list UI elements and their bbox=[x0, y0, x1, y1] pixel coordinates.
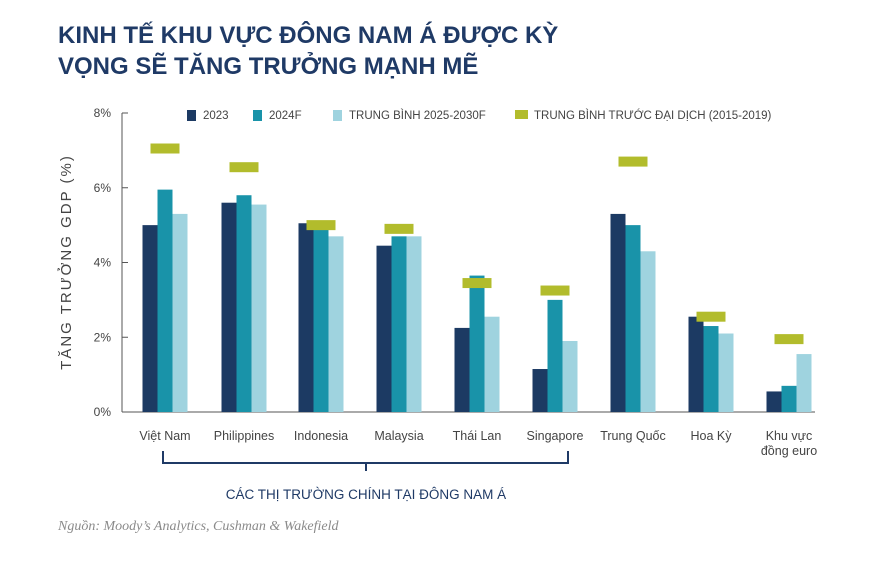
marker-prepandemic-2 bbox=[229, 162, 259, 173]
bar-1-3 bbox=[298, 223, 314, 412]
bar-2-4 bbox=[391, 236, 407, 412]
title-line-1: KINH TẾ KHU VỰC ĐÔNG NAM Á ĐƯỢC KỲ bbox=[58, 22, 559, 49]
x-tick-label: Trung Quốc bbox=[600, 429, 666, 443]
x-tick-label: Philippines bbox=[214, 429, 274, 443]
x-tick-label: Hoa Kỳ bbox=[691, 429, 733, 443]
marker-prepandemic-9 bbox=[774, 334, 804, 345]
x-tick-label: Indonesia bbox=[294, 429, 348, 443]
bar-1-2 bbox=[221, 202, 237, 412]
marker-prepandemic-1 bbox=[150, 143, 180, 154]
bar-3-3 bbox=[328, 236, 344, 412]
bar-3-8 bbox=[718, 333, 734, 412]
y-tick-label: 2% bbox=[94, 330, 112, 344]
x-tick-label: Singapore bbox=[527, 429, 584, 443]
bar-3-9 bbox=[796, 354, 812, 412]
bar-3-6 bbox=[562, 340, 578, 412]
y-axis-label: TĂNG TRƯỞNG GDP (%) bbox=[57, 154, 75, 370]
bar-1-4 bbox=[376, 245, 392, 412]
bar-2-5 bbox=[469, 275, 485, 412]
source-note: Nguồn: Moody’s Analytics, Cushman & Wake… bbox=[58, 519, 339, 534]
bar-1-6 bbox=[532, 369, 548, 412]
title-line-2: VỌNG SẼ TĂNG TRƯỞNG MẠNH MẼ bbox=[58, 53, 479, 80]
marker-prepandemic-5 bbox=[462, 278, 492, 289]
marker-prepandemic-3 bbox=[306, 220, 336, 231]
bar-1-1 bbox=[142, 225, 158, 412]
legend-label-4: TRUNG BÌNH TRƯỚC ĐẠI DỊCH (2015-2019) bbox=[534, 109, 772, 122]
bar-3-5 bbox=[484, 316, 500, 412]
marker-prepandemic-7 bbox=[618, 156, 648, 167]
x-tick-label: Thái Lan bbox=[453, 429, 502, 443]
legend-label-3: TRUNG BÌNH 2025-2030F bbox=[349, 109, 486, 122]
x-tick-label: Việt Nam bbox=[139, 429, 190, 443]
legend-swatch-1 bbox=[187, 110, 196, 121]
bar-2-1 bbox=[157, 189, 173, 412]
marker-prepandemic-4 bbox=[384, 223, 414, 234]
x-tick-label: Malaysia bbox=[374, 429, 423, 443]
bar-3-2 bbox=[251, 204, 267, 412]
bar-2-2 bbox=[236, 195, 252, 412]
bar-3-1 bbox=[172, 213, 188, 412]
bar-2-9 bbox=[781, 385, 797, 412]
y-tick-label: 8% bbox=[94, 106, 112, 120]
bracket-label: CÁC THỊ TRƯỜNG CHÍNH TẠI ĐÔNG NAM Á bbox=[226, 487, 506, 502]
bracket-southeast-asia bbox=[162, 451, 569, 471]
bar-1-7 bbox=[610, 213, 626, 412]
y-tick-label: 6% bbox=[94, 181, 112, 195]
bar-2-7 bbox=[625, 225, 641, 412]
chart-title: KINH TẾ KHU VỰC ĐÔNG NAM Á ĐƯỢC KỲ VỌNG … bbox=[58, 20, 818, 82]
x-tick-label: đồng euro bbox=[761, 444, 817, 458]
y-tick-label: 0% bbox=[94, 405, 112, 419]
legend-swatch-3 bbox=[333, 110, 342, 121]
bar-1-8 bbox=[688, 316, 704, 412]
bar-3-7 bbox=[640, 251, 656, 412]
bar-3-4 bbox=[406, 236, 422, 412]
bar-1-5 bbox=[454, 327, 470, 412]
legend-swatch-4 bbox=[515, 110, 528, 119]
marker-prepandemic-8 bbox=[696, 311, 726, 322]
legend-label-1: 2023 bbox=[203, 110, 229, 122]
marker-prepandemic-6 bbox=[540, 285, 570, 296]
bar-2-8 bbox=[703, 326, 719, 412]
y-tick-label: 4% bbox=[94, 256, 112, 270]
legend-swatch-2 bbox=[253, 110, 262, 121]
bar-1-9 bbox=[766, 391, 782, 412]
x-tick-label: Khu vực bbox=[766, 429, 813, 443]
legend-label-2: 2024F bbox=[269, 110, 302, 122]
bar-2-3 bbox=[313, 226, 329, 412]
bar-2-6 bbox=[547, 299, 563, 412]
